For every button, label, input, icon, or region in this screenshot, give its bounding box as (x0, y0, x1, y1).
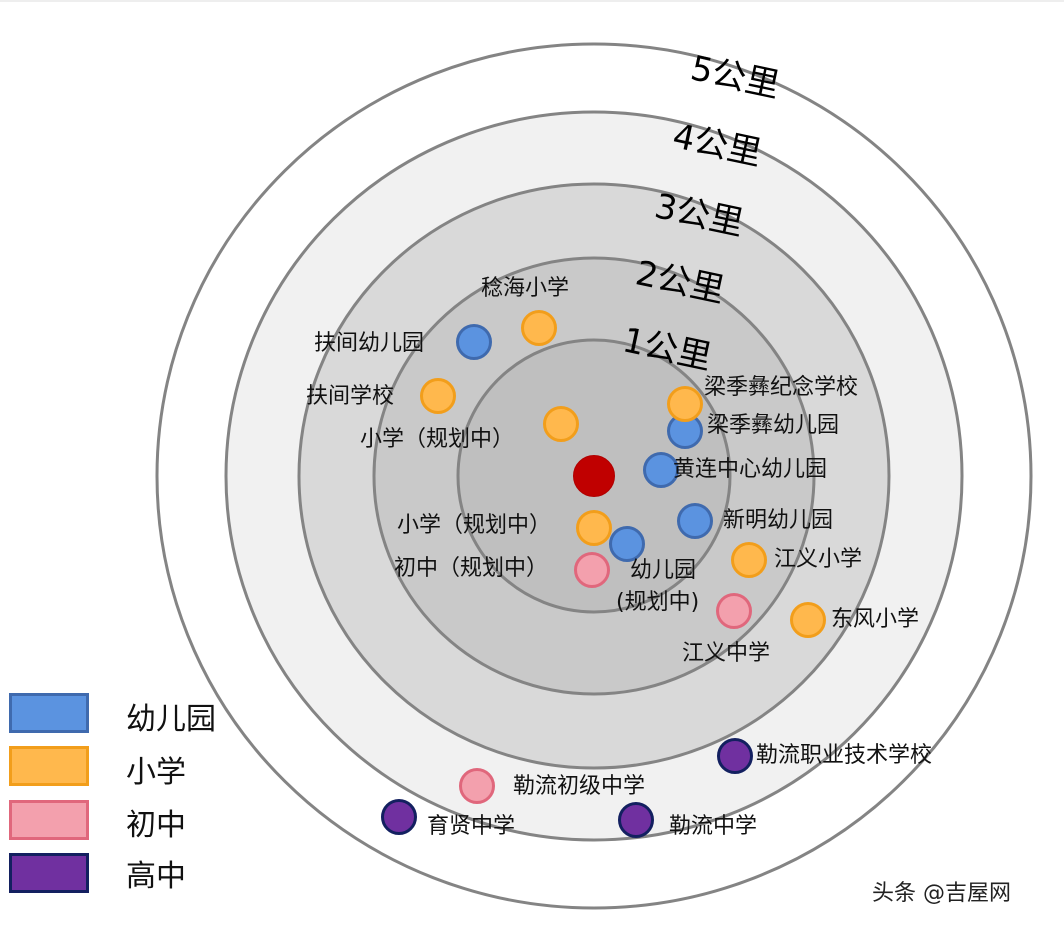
watermark: 头条 @吉屋网 (872, 881, 1011, 906)
school-label: 梁季彝纪念学校 (704, 375, 859, 400)
school-marker-middle (574, 552, 610, 588)
legend-swatch-primary (9, 746, 89, 786)
school-label: 梁季彝幼儿园 (707, 413, 840, 438)
school-label: 江义小学 (774, 547, 863, 572)
school-label: 勒流职业技术学校 (756, 743, 933, 768)
school-marker-primary (420, 378, 456, 414)
school-label: 扶间幼儿园 (314, 331, 425, 356)
school-label: 小学（规划中） (360, 427, 515, 452)
legend-swatch-kindergarten (9, 693, 89, 733)
school-marker-kindergarten (677, 503, 713, 539)
school-marker-primary (790, 602, 826, 638)
legend-label-middle: 初中 (126, 808, 186, 843)
legend-label-kindergarten: 幼儿园 (126, 702, 216, 737)
top-border (0, 0, 1064, 2)
school-label: 稔海小学 (481, 276, 570, 301)
school-marker-kindergarten (456, 324, 492, 360)
school-marker-high (618, 802, 654, 838)
school-label: 小学（规划中） (397, 513, 552, 538)
school-label: 勒流初级中学 (513, 774, 646, 799)
school-marker-primary (731, 542, 767, 578)
center-location-marker (573, 455, 615, 497)
school-marker-middle (459, 768, 495, 804)
school-label: 东风小学 (831, 607, 920, 632)
school-marker-kindergarten (609, 526, 645, 562)
school-label: 育贤中学 (427, 814, 516, 839)
school-marker-primary (576, 510, 612, 546)
legend-swatch-middle (9, 800, 89, 840)
school-label: 勒流中学 (669, 814, 758, 839)
school-label: 初中（规划中） (394, 556, 549, 581)
school-label: 幼儿园 (630, 558, 697, 583)
school-marker-high (381, 799, 417, 835)
school-label: 黄连中心幼儿园 (673, 457, 828, 482)
school-marker-high (717, 738, 753, 774)
school-marker-primary (521, 310, 557, 346)
school-marker-middle (716, 593, 752, 629)
legend-label-primary: 小学 (126, 755, 186, 790)
school-marker-primary (543, 406, 579, 442)
school-marker-primary (667, 386, 703, 422)
school-marker-kindergarten (643, 452, 679, 488)
school-label: 扶间学校 (306, 384, 395, 409)
school-label: 新明幼儿园 (723, 508, 834, 533)
legend-swatch-high (9, 853, 89, 893)
school-label-line2: (规划中) (616, 590, 700, 615)
legend-label-high: 高中 (126, 859, 186, 894)
school-label: 江义中学 (682, 641, 771, 666)
